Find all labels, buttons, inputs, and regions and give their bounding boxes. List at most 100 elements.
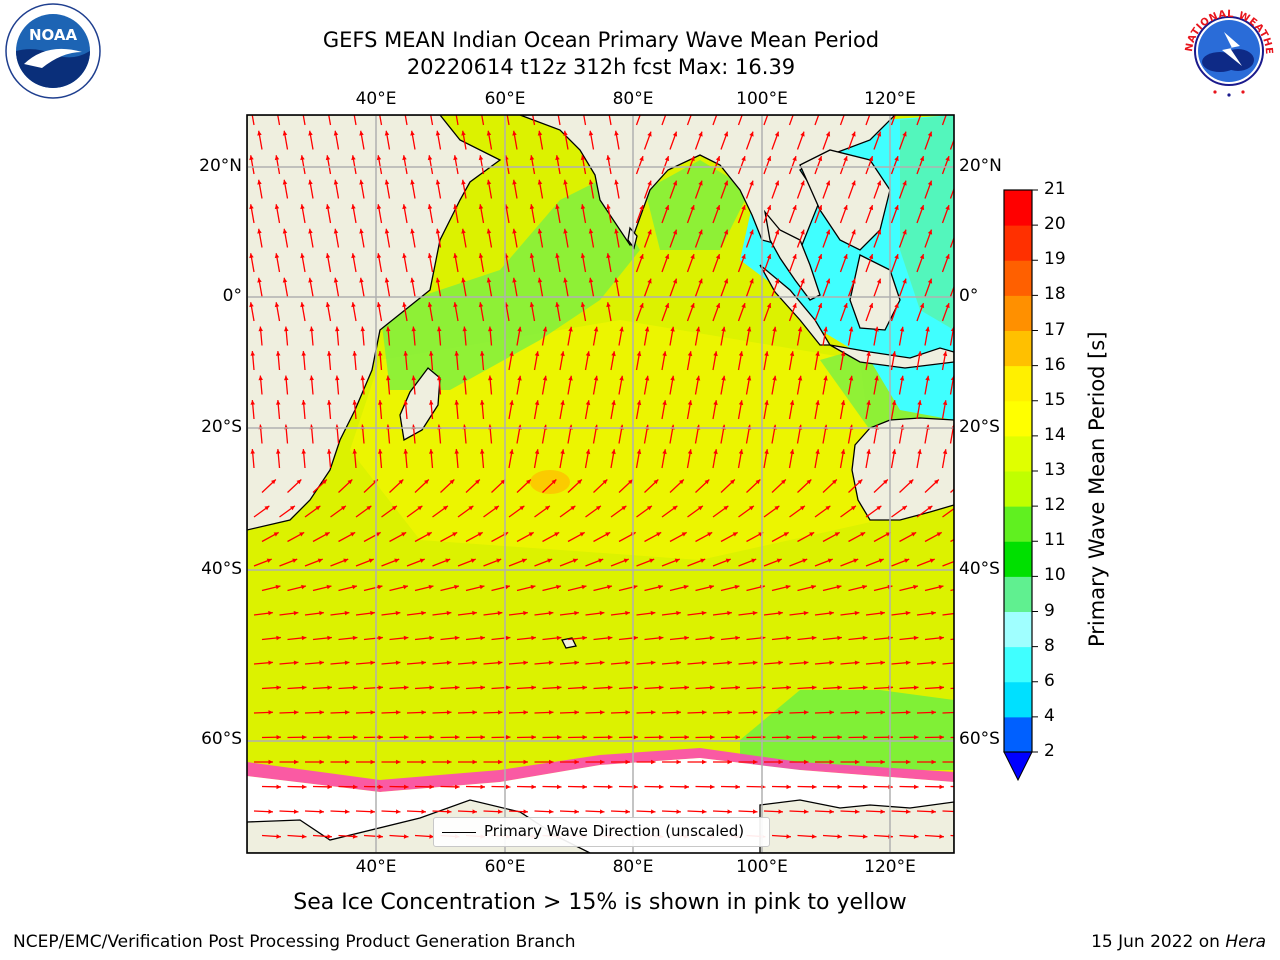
wave-arrow-head: [580, 204, 586, 210]
wave-arrow-head: [698, 131, 703, 137]
wave-arrow-head: [904, 558, 910, 563]
wave-arrow-head: [435, 228, 441, 234]
wave-arrow-head: [429, 635, 434, 641]
wave-arrow-head: [370, 710, 375, 715]
wave-arrow-head: [384, 130, 390, 136]
wave-arrow-head: [704, 479, 710, 485]
colorbar-label: Primary Wave Mean Period [s]: [1085, 331, 1109, 647]
wave-arrow-head: [766, 205, 772, 211]
wave-arrow-head: [585, 449, 591, 455]
wave-arrow-head: [301, 400, 306, 405]
wave-arrow-head: [734, 584, 740, 590]
wave-arrow-head: [403, 584, 408, 590]
wave-arrow-head: [555, 302, 560, 308]
wave-arrow-head: [931, 710, 936, 715]
wave-arrow-head: [555, 204, 560, 210]
colorbar-tick-label: 10: [1044, 565, 1066, 586]
wave-arrow-head: [811, 685, 817, 690]
wave-arrow-head: [658, 784, 664, 790]
wave-arrow-head: [435, 179, 441, 185]
wave-arrow-head: [862, 784, 868, 790]
wave-arrow-head: [530, 106, 534, 111]
wave-arrow-head: [633, 635, 638, 641]
wave-arrow-head: [593, 326, 599, 332]
wave-arrow-head: [803, 660, 809, 666]
wave-arrow-head: [282, 179, 288, 185]
wave-arrow-head: [274, 302, 280, 308]
wave-arrow-head: [606, 204, 611, 210]
wave-arrow-head: [560, 449, 565, 455]
wave-arrow-head: [752, 610, 758, 616]
wave-arrow-head: [687, 351, 693, 357]
wave-arrow-head: [764, 449, 769, 455]
wave-arrow-head: [843, 303, 848, 309]
wave-arrow-head: [651, 759, 656, 765]
wave-arrow-head: [939, 834, 944, 839]
wave-arrow-head: [715, 254, 721, 260]
wave-arrow-head: [837, 685, 842, 690]
wave-arrow-head: [410, 277, 415, 283]
lon-tick-bottom-80e: 80°E: [612, 857, 654, 877]
wave-arrow: [950, 488, 954, 493]
wave-arrow-head: [647, 229, 652, 235]
wave-arrow-head: [614, 277, 619, 283]
wave-arrow-head: [461, 179, 466, 185]
wave-arrow-head: [919, 156, 925, 162]
wave-arrow-head: [454, 784, 460, 790]
wave-arrow-head: [293, 809, 299, 814]
wave-arrow-head: [911, 532, 917, 537]
wave-arrow-head: [368, 558, 374, 563]
wave-arrow-head: [764, 400, 769, 406]
wave-arrow-head: [851, 180, 856, 186]
wave-arrow: [737, 115, 743, 126]
lon-tick-bottom-100e: 100°E: [736, 857, 788, 877]
wave-arrow-head: [301, 734, 307, 740]
wave-arrow-head: [862, 734, 868, 740]
wave-arrow-head: [913, 784, 919, 790]
wave-arrow-head: [965, 636, 970, 641]
wave-arrow-head: [403, 784, 409, 790]
wave-arrow-head: [803, 809, 809, 814]
wave-arrow-head: [424, 479, 429, 485]
southern-green-band: [740, 690, 954, 770]
colorbar-tick-label: 15: [1044, 389, 1066, 410]
colorbar-tick-label: 17: [1044, 319, 1066, 340]
wave-arrow-head: [649, 558, 655, 563]
wave-arrow-head: [702, 759, 707, 765]
wave-arrow-head: [905, 710, 911, 715]
wave-arrow-head: [709, 584, 714, 590]
wave-arrow-head: [472, 660, 477, 666]
wave-arrow-head: [913, 734, 919, 740]
wave-arrow-head: [662, 400, 667, 406]
wave-arrow-head: [478, 302, 484, 308]
wave-arrow-head: [723, 180, 729, 186]
wave-arrow-head: [453, 253, 458, 259]
wave-arrow-head: [902, 229, 907, 235]
wave-arrow-head: [891, 400, 897, 406]
lat-tick-right-40s: 40°S: [959, 559, 1000, 579]
wave-arrow-head: [478, 253, 484, 259]
wave-arrow-head: [725, 558, 731, 563]
wave-arrow-head: [428, 351, 434, 356]
wave-arrow-head: [860, 532, 866, 537]
colorbar-segment: [1004, 471, 1032, 507]
wave-arrow-head: [556, 584, 561, 590]
wave-arrow-head: [672, 229, 678, 235]
wave-arrow-head: [595, 505, 601, 511]
wave-arrow-head: [906, 759, 911, 765]
wave-arrow-head: [840, 351, 846, 357]
wave-arrow-head: [676, 759, 681, 765]
wave-arrow-head: [517, 375, 522, 381]
wave-arrow-head: [723, 131, 729, 137]
wave-arrow-head: [772, 375, 777, 381]
wave-arrow: [942, 810, 954, 813]
wave-arrow-head: [582, 635, 587, 641]
wave-arrow-head: [899, 326, 905, 332]
landmasses: [247, 115, 954, 649]
wave-arrow-head: [811, 584, 816, 590]
wave-arrow-head: [268, 660, 273, 666]
bay-of-bengal-green: [645, 160, 750, 250]
wave-arrow-head: [755, 479, 761, 485]
wave-arrow-head: [709, 635, 715, 641]
wave-arrow-head: [786, 685, 791, 690]
